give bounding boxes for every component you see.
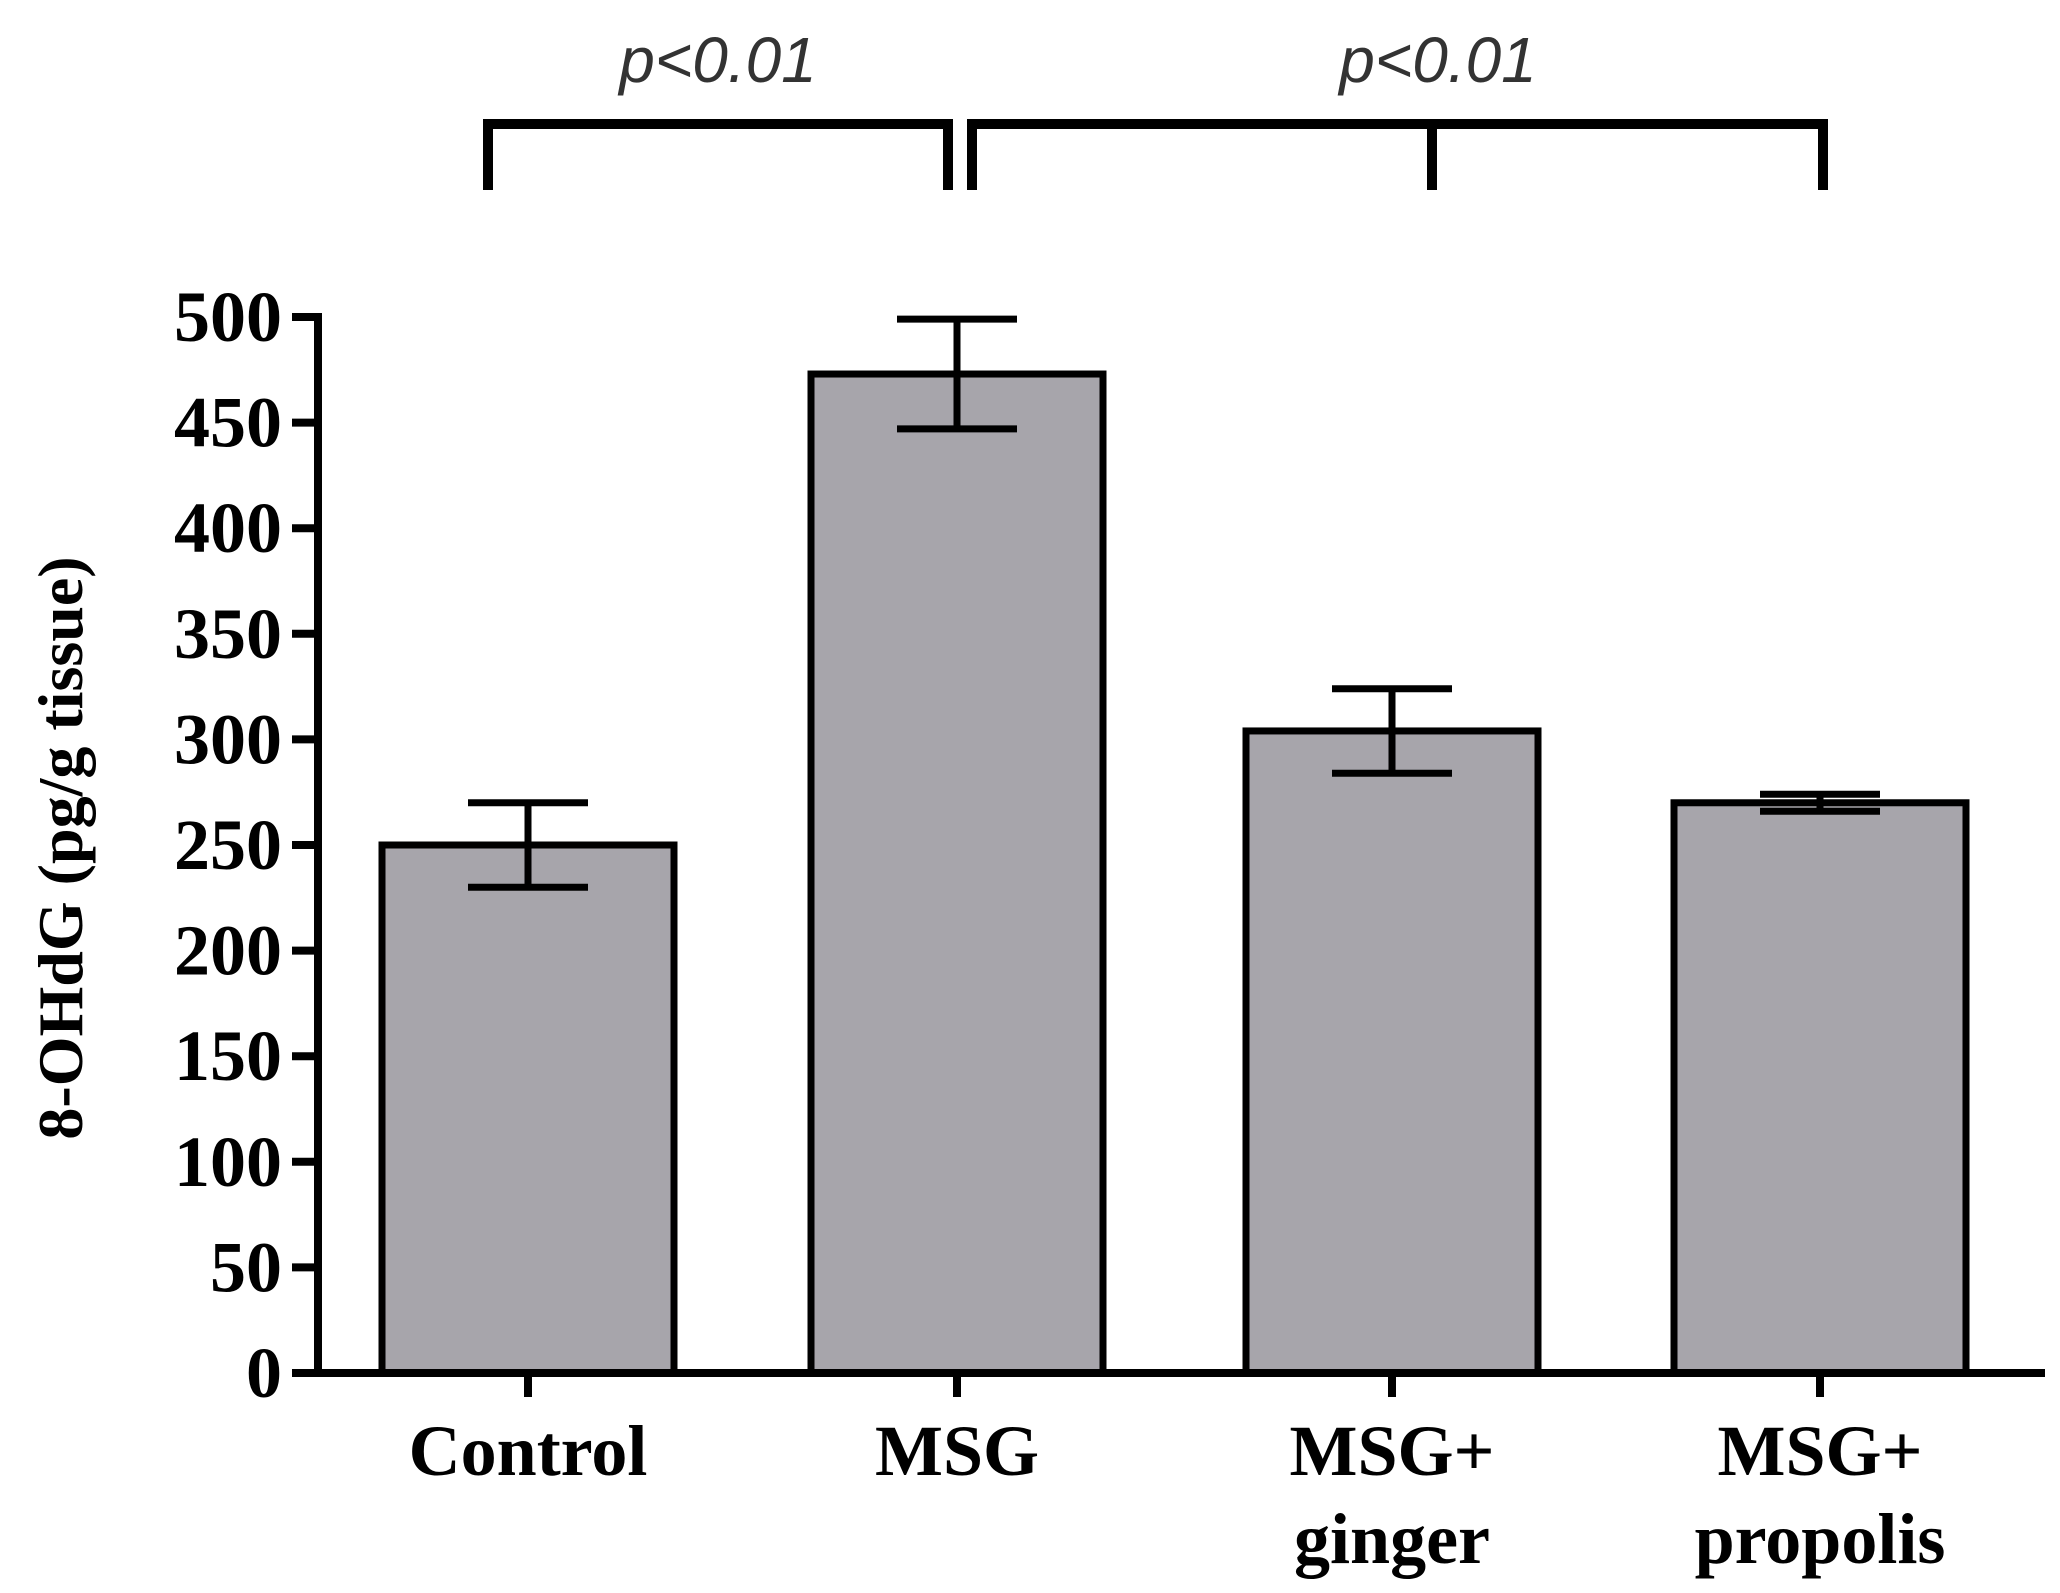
bar-0	[378, 841, 678, 1377]
x-category-line: MSG+	[1717, 1411, 1922, 1491]
x-category-label-1: MSG	[875, 1411, 1039, 1491]
p-value-label: p<0.01	[1337, 24, 1537, 96]
y-tick-label: 200	[174, 911, 282, 991]
y-tick-label: 300	[174, 699, 282, 779]
bar-2	[1242, 727, 1542, 1377]
significance-layer: p<0.01 p<0.01	[483, 24, 1828, 190]
bar-1	[807, 370, 1107, 1377]
x-category-label-0: Control	[409, 1411, 648, 1491]
error-bar-2	[1332, 685, 1452, 777]
p-value-label: p<0.01	[617, 24, 817, 96]
significance-bracket-1: p<0.01	[967, 24, 1828, 190]
y-tick-label: 250	[174, 805, 282, 885]
error-bar-1	[897, 315, 1017, 433]
y-axis-label: 8-OHdG (pg/g tissue)	[25, 556, 96, 1139]
y-tick-label: 100	[174, 1122, 282, 1202]
x-category-label-2: MSG+ ginger	[1289, 1411, 1494, 1579]
error-bar-0	[468, 799, 588, 891]
significance-bracket-0: p<0.01	[483, 24, 953, 190]
bracket-line	[483, 119, 953, 190]
bar-3	[1670, 799, 1970, 1377]
x-category-line: MSG	[875, 1411, 1039, 1491]
y-tick-label: 150	[174, 1016, 282, 1096]
y-tick-label: 0	[246, 1333, 282, 1413]
y-tick-label: 450	[174, 383, 282, 463]
error-bars-layer	[468, 315, 1880, 891]
y-tick-label: 50	[210, 1227, 282, 1307]
x-category-line: propolis	[1695, 1499, 1946, 1579]
bracket-line	[967, 119, 1828, 190]
bars-layer	[378, 370, 1970, 1377]
x-category-label-3: MSG+ propolis	[1695, 1411, 1946, 1579]
x-category-line: MSG+	[1289, 1411, 1494, 1491]
x-category-line: Control	[409, 1411, 648, 1491]
x-category-line: ginger	[1294, 1499, 1490, 1579]
y-tick-label: 400	[174, 488, 282, 568]
y-ticks-layer: 0 50 100 150 200 250 300 350 400 450 500	[174, 277, 318, 1413]
error-bar-3	[1760, 790, 1880, 815]
y-tick-label: 500	[174, 277, 282, 357]
y-tick-label: 350	[174, 594, 282, 674]
